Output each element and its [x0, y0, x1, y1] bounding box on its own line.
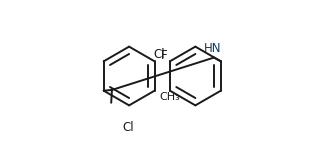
Text: CH₃: CH₃ — [159, 92, 180, 102]
Text: Cl: Cl — [123, 121, 134, 134]
Text: Cl: Cl — [154, 48, 165, 61]
Text: HN: HN — [204, 41, 221, 55]
Text: F: F — [160, 49, 167, 62]
